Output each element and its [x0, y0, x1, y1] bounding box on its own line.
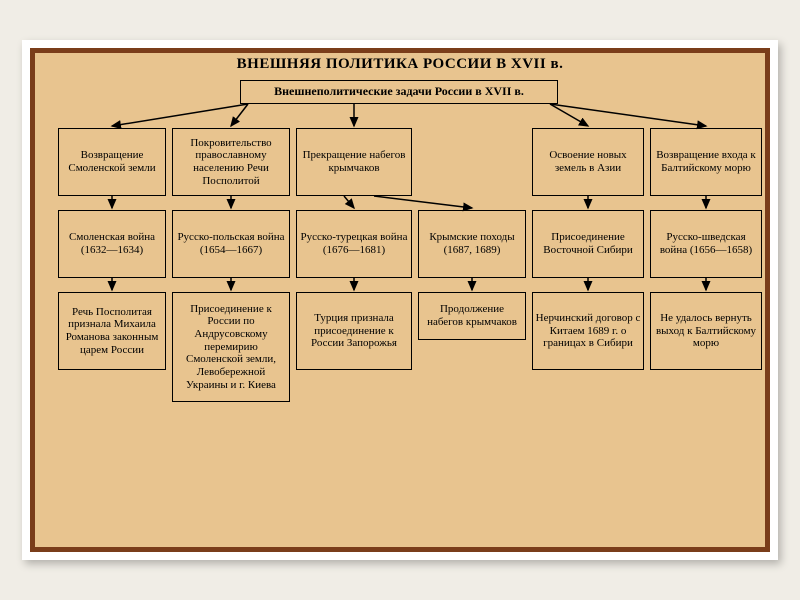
edge-root-t0 — [112, 104, 248, 126]
edge-t2-e2 — [344, 196, 354, 208]
edge-root-t1 — [231, 104, 248, 126]
diagram-canvas: ВНЕШНЯЯ ПОЛИТИКА РОССИИ В XVII в.Внешнеп… — [30, 48, 770, 552]
edge-t2-e3 — [374, 196, 472, 208]
slide-card: ВНЕШНЯЯ ПОЛИТИКА РОССИИ В XVII в.Внешнеп… — [22, 40, 778, 560]
arrows-layer — [30, 48, 770, 552]
edge-root-t5 — [550, 104, 706, 126]
